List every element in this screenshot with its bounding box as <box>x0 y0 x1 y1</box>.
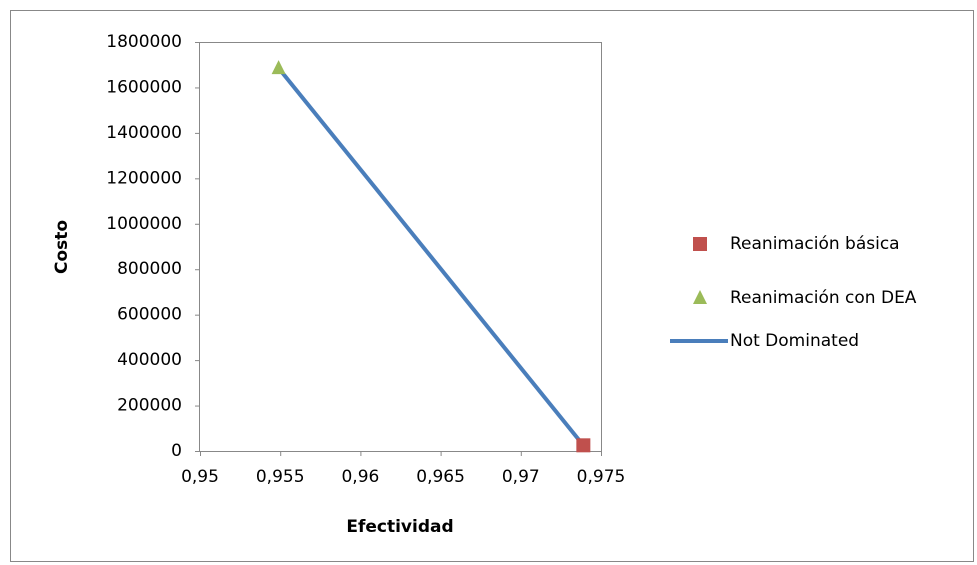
y-tick-label: 800000 <box>117 259 182 279</box>
point <box>271 60 286 75</box>
legend-label: Reanimación básica <box>730 234 900 254</box>
x-tick-label: 0,96 <box>341 467 379 487</box>
x-tick-label: 0,95 <box>181 467 219 487</box>
plot-frame <box>199 42 602 452</box>
legend-label: Not Dominated <box>730 331 859 351</box>
y-tick-label: 1800000 <box>106 32 182 52</box>
legend-label: Reanimación con DEA <box>730 288 917 308</box>
x-tick-label: 0,975 <box>577 467 626 487</box>
legend-marker <box>693 237 707 251</box>
x-tick-label: 0,965 <box>416 467 465 487</box>
x-axis-title: Efectividad <box>346 517 453 537</box>
y-tick-label: 1400000 <box>106 123 182 143</box>
y-tick-label: 0 <box>171 441 182 461</box>
legend-marker <box>693 290 707 304</box>
chart-frame <box>10 10 974 562</box>
x-tick-label: 0,955 <box>256 467 305 487</box>
x-tick-label: 0,97 <box>502 467 540 487</box>
y-tick-label: 1600000 <box>106 77 182 97</box>
y-tick-label: 600000 <box>117 305 182 325</box>
y-tick-label: 400000 <box>117 350 182 370</box>
y-tick-label: 1000000 <box>106 214 182 234</box>
y-axis-title: Costo <box>52 220 72 274</box>
line <box>277 66 585 447</box>
point <box>576 438 591 453</box>
y-tick-label: 200000 <box>117 396 182 416</box>
y-tick-label: 1200000 <box>106 168 182 188</box>
